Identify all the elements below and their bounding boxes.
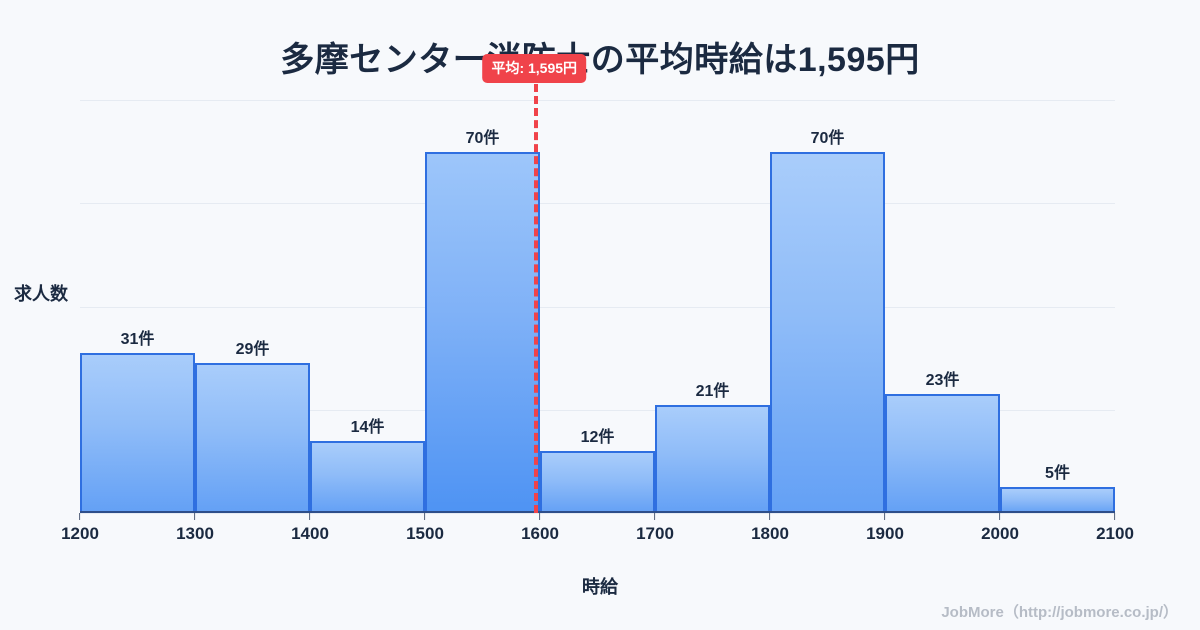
gridline — [80, 100, 1115, 101]
watermark: JobMore（http://jobmore.co.jp/） — [941, 604, 1178, 621]
histogram-bar[interactable] — [80, 352, 195, 513]
bar-series: 31件 29件 14件 70件 12件 21件 70件 23件 5件 — [80, 100, 1115, 513]
histogram-bar[interactable] — [770, 151, 885, 513]
histogram-bar[interactable] — [195, 363, 310, 513]
plot-area: 31件 29件 14件 70件 12件 21件 70件 23件 5件 平均: 1,595円 — [80, 54, 1115, 514]
bar-slot: 21件 — [655, 100, 770, 513]
bar-slot: 70件 — [770, 100, 885, 513]
gridline — [80, 306, 1115, 308]
tick-mark — [539, 513, 541, 520]
tick-mark — [79, 513, 81, 520]
tick-mark — [654, 513, 656, 520]
bar-slot: 23件 — [885, 100, 1000, 513]
bar-slot: 29件 — [195, 100, 310, 513]
bar-value-label: 23件 — [925, 372, 960, 390]
bar-value-label: 12件 — [580, 429, 615, 447]
x-axis-tick-label: 2100 — [1096, 524, 1134, 543]
x-axis-tick: 2100 — [1096, 513, 1134, 544]
tick-mark — [884, 513, 886, 520]
x-axis-tick-label: 2000 — [981, 524, 1019, 543]
histogram-bar[interactable] — [1000, 487, 1115, 513]
histogram-bar[interactable] — [425, 151, 540, 513]
x-axis-tick-label: 1200 — [61, 524, 99, 543]
x-axis-tick: 1900 — [866, 513, 904, 544]
histogram-bar[interactable] — [310, 440, 425, 513]
x-axis-tick-label: 1800 — [751, 524, 789, 543]
chart-title: 多摩センター消防士の平均時給は1,595円 — [280, 41, 920, 79]
x-axis-tick: 1600 — [521, 513, 559, 544]
average-badge: 平均: 1,595円 — [482, 54, 587, 83]
x-axis-tick: 2000 — [981, 513, 1019, 544]
tick-mark — [309, 513, 311, 520]
tick-mark — [194, 513, 196, 520]
gridline — [80, 203, 1115, 205]
x-axis-line — [80, 511, 1115, 513]
bar-value-label: 21件 — [695, 382, 730, 400]
x-axis-tick-label: 1900 — [866, 524, 904, 543]
x-axis-tick: 1400 — [291, 513, 329, 544]
tick-mark — [1114, 513, 1116, 520]
bar-value-label: 14件 — [350, 418, 385, 436]
bar-value-label: 31件 — [120, 330, 155, 348]
histogram-bar[interactable] — [540, 451, 655, 513]
bar-slot: 5件 — [1000, 100, 1115, 513]
x-axis-tick-label: 1500 — [406, 524, 444, 543]
x-axis-tick: 1800 — [751, 513, 789, 544]
tick-mark — [424, 513, 426, 520]
tick-mark — [769, 513, 771, 520]
average-line — [534, 84, 539, 513]
histogram-bar[interactable] — [655, 404, 770, 513]
x-axis-tick-label: 1600 — [521, 524, 559, 543]
gridline — [80, 513, 1115, 514]
x-axis-ticks: 1200 1300 1400 1500 1600 1700 1800 1900 2000 2100 — [61, 513, 1134, 549]
bar-slot: 12件 — [540, 100, 655, 513]
gridline — [80, 409, 1115, 411]
x-axis-title: 時給 — [582, 577, 618, 597]
x-axis-tick-label: 1300 — [176, 524, 214, 543]
bar-value-label: 29件 — [235, 341, 270, 359]
y-axis-title: 求人数 — [14, 284, 68, 304]
bar-slot: 70件 — [425, 100, 540, 513]
bar-slot: 31件 — [80, 100, 195, 513]
x-axis-tick: 1700 — [636, 513, 674, 544]
x-axis-tick-label: 1700 — [636, 524, 674, 543]
histogram-bar[interactable] — [885, 394, 1000, 513]
x-axis-tick: 1500 — [406, 513, 444, 544]
tick-mark — [999, 513, 1001, 520]
x-axis-tick-label: 1400 — [291, 524, 329, 543]
x-axis-tick: 1300 — [176, 513, 214, 544]
bar-value-label: 70件 — [465, 129, 500, 147]
bar-value-label: 5件 — [1045, 465, 1070, 483]
bar-slot: 14件 — [310, 100, 425, 513]
x-axis-tick: 1200 — [61, 513, 99, 544]
bar-value-label: 70件 — [810, 129, 845, 147]
